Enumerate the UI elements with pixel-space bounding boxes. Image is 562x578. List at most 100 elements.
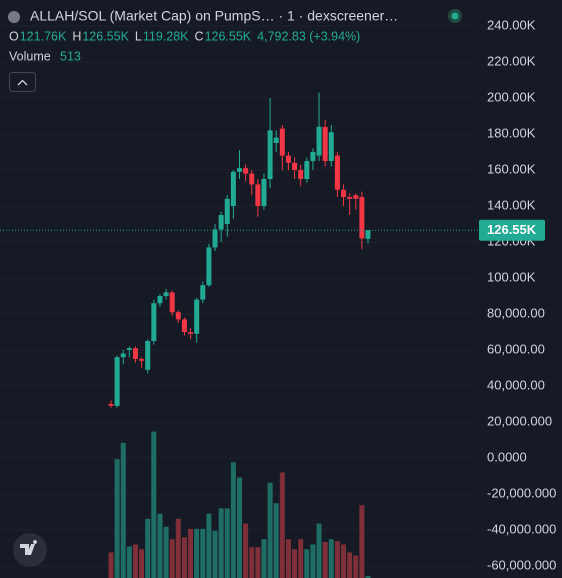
candle-body	[224, 198, 230, 224]
candle-body	[126, 348, 132, 350]
volume-bar	[175, 518, 181, 578]
candle-body	[359, 196, 365, 239]
volume-bar	[206, 513, 212, 578]
y-tick-label: 0.0000	[487, 449, 527, 464]
volume-bar	[292, 549, 298, 578]
candle-body	[279, 128, 285, 156]
candle-body	[334, 155, 340, 190]
y-tick-label: 220.00K	[487, 53, 536, 68]
y-tick-label: 20,000.000	[487, 413, 552, 428]
volume-bar	[139, 549, 145, 578]
y-tick-label: 100.00K	[487, 269, 536, 284]
volume-bar	[273, 503, 279, 578]
volume-bar	[163, 526, 169, 578]
candle-body	[304, 160, 310, 179]
volume-bar	[279, 472, 285, 578]
logo	[20, 540, 38, 555]
volume-bar	[359, 505, 365, 578]
y-tick-label: 80,000.00	[487, 305, 545, 320]
candle-body	[175, 312, 181, 320]
volume-bar	[243, 523, 249, 578]
candle-body	[347, 196, 353, 199]
volume-bar	[126, 546, 132, 578]
y-tick-label: -20,000.000	[487, 485, 556, 500]
y-tick-label: 200.00K	[487, 89, 536, 104]
volume-bar	[310, 544, 316, 578]
status-dot	[451, 12, 459, 20]
volume-bar	[304, 549, 310, 578]
candle-body	[353, 195, 359, 199]
y-tick-label: 40,000.00	[487, 377, 545, 392]
y-tick-label: 140.00K	[487, 197, 536, 212]
volume-bar	[255, 547, 261, 578]
symbol-icon	[8, 11, 20, 23]
volume-bar	[322, 542, 328, 578]
volume-bar	[298, 539, 304, 578]
volume-bar	[285, 539, 291, 578]
title: ALLAH/SOL (Market Cap) on PumpS… · 1 · d…	[30, 8, 398, 24]
candle-body	[151, 303, 157, 341]
volume-bar	[230, 462, 236, 578]
volume-value: 513	[60, 49, 81, 63]
plot	[0, 92, 478, 578]
volume-bar	[188, 528, 194, 578]
volume-bar	[249, 547, 255, 578]
ohlc-key: O	[9, 29, 19, 43]
volume-bar	[114, 459, 120, 578]
candle-body	[108, 403, 114, 406]
volume-bar	[334, 541, 340, 578]
candle-body	[341, 189, 347, 197]
last-price-badge	[479, 219, 545, 241]
candle-body	[188, 331, 194, 334]
last-price-label: 126.55K	[487, 222, 537, 237]
y-tick-label: -40,000.000	[487, 521, 556, 536]
ohlc-value: 121.76K	[20, 29, 67, 43]
volume-bar	[200, 528, 206, 578]
candle-body	[157, 295, 163, 304]
volume-bar	[237, 477, 242, 578]
ohlc-key: C	[195, 29, 204, 43]
volume-bar	[181, 537, 187, 578]
change: 4,792.83 (+3.94%)	[257, 29, 360, 43]
y-tick-label: -60,000.000	[487, 557, 556, 572]
y-tick-label: 240.00K	[487, 17, 536, 32]
volume-bar	[108, 552, 114, 578]
volume-bar	[120, 442, 126, 578]
candle-body	[145, 340, 151, 370]
volume-bar	[341, 544, 347, 578]
candle-body	[120, 353, 126, 358]
candle-body	[114, 357, 120, 406]
volume-bar	[145, 518, 151, 578]
volume-bar	[157, 513, 163, 578]
candle-body	[206, 247, 212, 286]
candle-body	[322, 126, 328, 161]
volume-bar	[132, 544, 138, 578]
candle-body	[163, 292, 169, 296]
ohlc-key: H	[72, 29, 81, 43]
candle-body	[169, 292, 175, 313]
candle-body	[194, 299, 200, 334]
candle-body	[298, 169, 304, 179]
candle-body	[249, 173, 255, 185]
ohlc-value: 126.55K	[82, 29, 129, 43]
ohlc-key: L	[135, 29, 142, 43]
candle-body	[285, 155, 291, 163]
candle-body	[365, 230, 371, 239]
candle-body	[273, 137, 279, 143]
candle-body	[261, 178, 267, 206]
candle-body	[292, 162, 298, 170]
candle-body	[218, 214, 224, 230]
y-tick-label: 160.00K	[487, 161, 536, 176]
volume-bar	[169, 539, 175, 578]
y-tick-label: 180.00K	[487, 125, 536, 140]
volume-label: Volume	[9, 49, 51, 63]
collapse-button[interactable]	[9, 72, 36, 92]
volume-bar	[347, 552, 353, 578]
candle-body	[139, 358, 145, 361]
ohlc-legend: O 121.76K H 126.55K L 119.28K C 126.55K	[9, 29, 252, 43]
volume-bar	[353, 555, 359, 578]
candle-body	[237, 168, 242, 172]
candle-body	[230, 171, 236, 206]
